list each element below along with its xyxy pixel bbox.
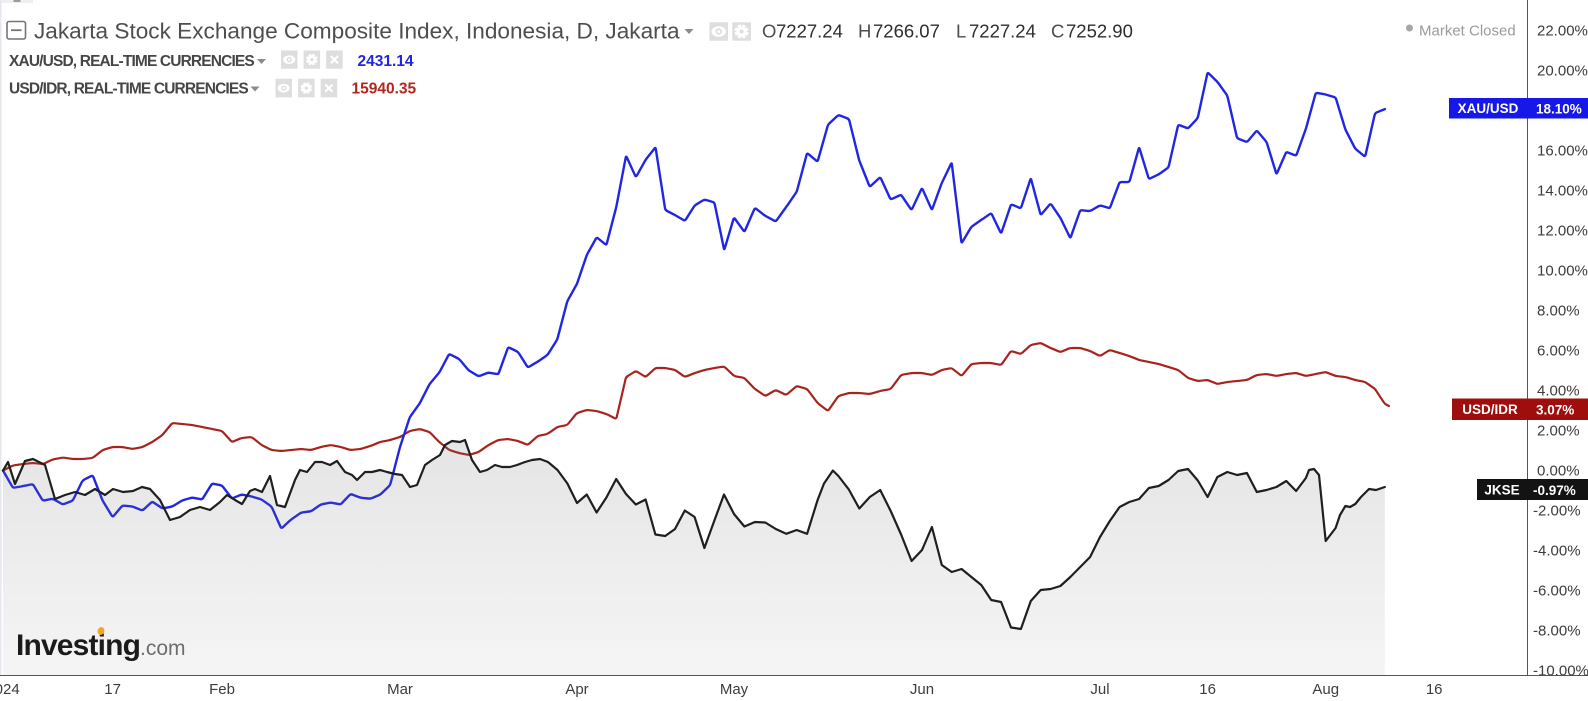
svg-text:XAU/USD, REAL-TIME CURRENCIES: XAU/USD, REAL-TIME CURRENCIES: [9, 53, 254, 70]
svg-text:-4.00%: -4.00%: [1533, 543, 1581, 560]
svg-text:Feb: Feb: [209, 681, 235, 698]
svg-text:O: O: [762, 21, 776, 42]
svg-text:7266.07: 7266.07: [873, 21, 940, 42]
svg-text:-2.00%: -2.00%: [1533, 503, 1581, 520]
svg-text:-0.97%: -0.97%: [1533, 483, 1576, 498]
svg-text:Jul: Jul: [1090, 681, 1109, 698]
svg-text:6.00%: 6.00%: [1537, 343, 1580, 360]
svg-text:16: 16: [1199, 681, 1216, 698]
svg-text:L: L: [956, 21, 966, 42]
svg-text:8.00%: 8.00%: [1537, 303, 1580, 320]
svg-text:18.10%: 18.10%: [1536, 102, 1582, 117]
svg-text:Mar: Mar: [387, 681, 413, 698]
svg-text:H: H: [858, 21, 871, 42]
svg-text:C: C: [1051, 21, 1064, 42]
svg-text:22.00%: 22.00%: [1537, 23, 1588, 40]
svg-text:20.00%: 20.00%: [1537, 63, 1588, 80]
svg-text:7227.24: 7227.24: [969, 21, 1036, 42]
svg-text:2.00%: 2.00%: [1537, 423, 1580, 440]
svg-text:.com: .com: [140, 637, 186, 660]
svg-text:Jakarta Stock Exchange Composi: Jakarta Stock Exchange Composite Index, …: [34, 19, 680, 44]
svg-text:JKSE: JKSE: [1484, 483, 1519, 498]
svg-text:-8.00%: -8.00%: [1533, 623, 1581, 640]
svg-text:10.00%: 10.00%: [1537, 263, 1588, 280]
svg-text:14.00%: 14.00%: [1537, 183, 1588, 200]
svg-text:USD/IDR, REAL-TIME CURRENCIES: USD/IDR, REAL-TIME CURRENCIES: [9, 81, 248, 98]
svg-text:Jun: Jun: [910, 681, 934, 698]
svg-text:Market Closed: Market Closed: [1419, 23, 1516, 40]
svg-text:XAU/USD: XAU/USD: [1458, 101, 1519, 116]
svg-text:12.00%: 12.00%: [1537, 223, 1588, 240]
svg-text:7252.90: 7252.90: [1066, 21, 1133, 42]
svg-text:7227.24: 7227.24: [776, 21, 843, 42]
svg-text:Apr: Apr: [565, 681, 588, 698]
svg-text:Investing: Investing: [16, 629, 140, 662]
svg-text:17: 17: [104, 681, 121, 698]
svg-text:16.00%: 16.00%: [1537, 143, 1588, 160]
svg-text:-6.00%: -6.00%: [1533, 583, 1581, 600]
svg-text:2024: 2024: [0, 681, 20, 698]
svg-text:2431.14: 2431.14: [358, 53, 414, 70]
svg-text:16: 16: [1426, 681, 1443, 698]
svg-text:3.07%: 3.07%: [1536, 403, 1574, 418]
svg-text:4.00%: 4.00%: [1537, 383, 1580, 400]
svg-text:May: May: [720, 681, 749, 698]
svg-text:-10.00%: -10.00%: [1533, 663, 1588, 680]
svg-text:USD/IDR: USD/IDR: [1462, 402, 1518, 417]
svg-text:15940.35: 15940.35: [352, 81, 417, 98]
svg-text:Aug: Aug: [1312, 681, 1339, 698]
svg-text:0.00%: 0.00%: [1537, 463, 1580, 480]
